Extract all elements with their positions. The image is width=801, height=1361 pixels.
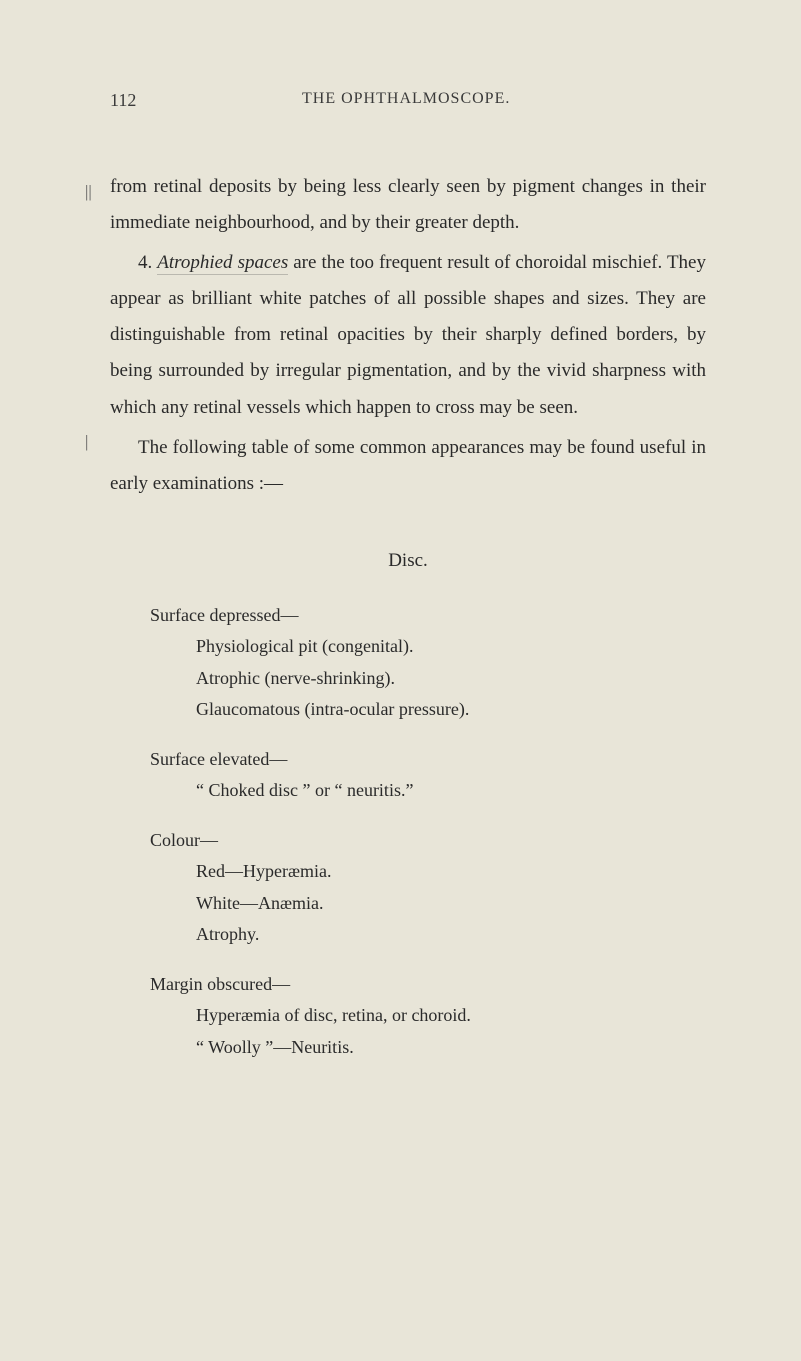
disc-blocks: Surface depressed—Physiological pit (con… (110, 600, 706, 1064)
paragraph-2-rest: are the too frequent result of choroidal… (110, 252, 706, 417)
body-text: from retinal deposits by being less clea… (110, 169, 706, 502)
disc-heading: Disc. (110, 550, 706, 572)
paragraph-2: 4. Atrophied spaces are the too frequent… (110, 245, 706, 425)
list-item: Atrophic (nerve-shrinking). (196, 663, 706, 695)
paragraph-1: from retinal deposits by being less clea… (110, 169, 706, 241)
list-item: “ Choked disc ” or “ neuritis.” (196, 775, 706, 807)
list-block: Surface elevated—“ Choked disc ” or “ ne… (110, 744, 706, 807)
list-block-heading: Surface depressed— (150, 600, 706, 632)
list-item: Red—Hyperæmia. (196, 856, 706, 888)
marginal-mark-1: || (85, 182, 92, 202)
page-number: 112 (110, 90, 136, 111)
paragraph-2-italic: Atrophied spaces (157, 252, 288, 275)
page-header: 112 THE OPHTHALMOSCOPE. (110, 90, 706, 111)
list-block: Colour—Red—Hyperæmia.White—Anæmia.Atroph… (110, 825, 706, 951)
list-block: Surface depressed—Physiological pit (con… (110, 600, 706, 726)
list-item: White—Anæmia. (196, 888, 706, 920)
list-block-heading: Margin obscured— (150, 969, 706, 1001)
list-block-heading: Surface elevated— (150, 744, 706, 776)
paragraph-2-prefix: 4. (138, 252, 157, 273)
running-head: THE OPHTHALMOSCOPE. (302, 90, 510, 111)
list-item: Hyperæmia of disc, retina, or choroid. (196, 1000, 706, 1032)
list-block: Margin obscured—Hyperæmia of disc, retin… (110, 969, 706, 1064)
paragraph-3: The following table of some common appea… (110, 430, 706, 502)
list-item: Glaucomatous (intra-ocular pressure). (196, 694, 706, 726)
list-item: “ Woolly ”—Neuritis. (196, 1032, 706, 1064)
paragraph-3-text: The following table of some common appea… (110, 437, 706, 494)
list-item: Atrophy. (196, 919, 706, 951)
list-block-heading: Colour— (150, 825, 706, 857)
list-item: Physiological pit (congenital). (196, 631, 706, 663)
marginal-mark-2: | (85, 432, 88, 452)
paragraph-1-text: from retinal deposits by being less clea… (110, 176, 706, 233)
